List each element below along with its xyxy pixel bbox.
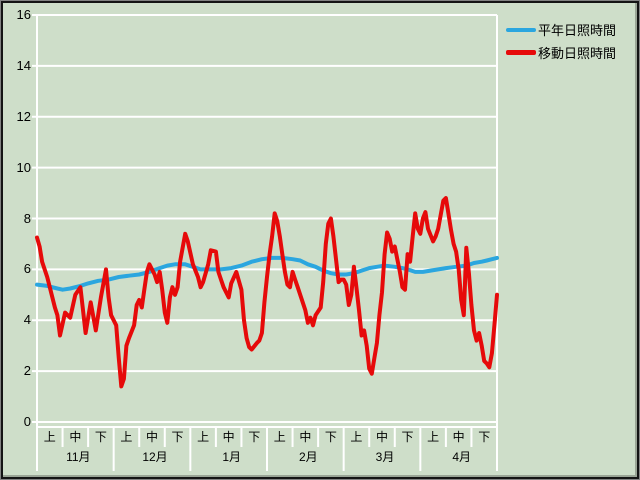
legend-item-normal-sunshine: 平年日照時間 bbox=[506, 18, 616, 41]
legend-item-moving-sunshine: 移動日照時間 bbox=[506, 41, 616, 64]
legend-label-moving-sunshine: 移動日照時間 bbox=[538, 46, 617, 61]
normal-sunshine-line bbox=[35, 255, 499, 292]
legend: 平年日照時間 移動日照時間 bbox=[506, 18, 616, 64]
blue-line-swatch-icon bbox=[506, 27, 536, 32]
red-line-swatch-icon bbox=[506, 50, 536, 55]
moving-sunshine-line bbox=[35, 196, 499, 389]
legend-label-normal-sunshine: 平年日照時間 bbox=[538, 23, 617, 38]
